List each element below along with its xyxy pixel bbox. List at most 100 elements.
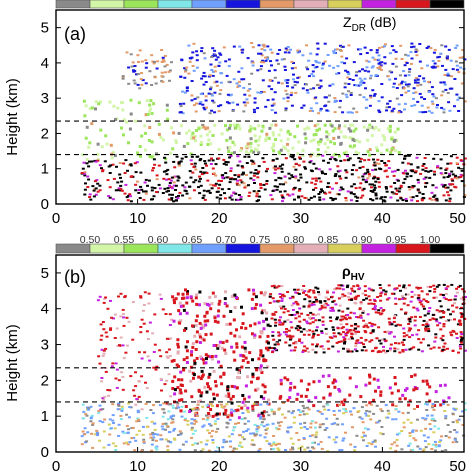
data-cell [146,113,150,116]
data-cell [163,54,167,57]
data-cell [317,177,321,180]
data-cell [369,77,372,80]
data-cell [108,389,112,392]
data-cell [242,101,246,104]
data-cell [416,78,420,81]
data-cell [338,287,342,290]
data-cell [190,80,194,82]
data-cell [430,86,434,89]
data-cell [276,343,280,346]
data-cell [82,99,86,103]
data-cell [297,164,301,167]
data-cell [463,349,467,352]
data-cell [145,330,149,333]
data-cell [286,46,290,48]
data-cell [127,194,131,197]
data-cell [214,174,218,177]
data-cell [267,341,270,345]
data-cell [358,77,362,80]
dashed-lines-a [56,120,464,156]
data-cell [124,159,128,162]
data-cell [288,344,292,347]
data-cell [425,409,429,411]
data-cell [391,403,395,407]
data-cell [192,373,196,377]
data-cell [286,319,290,321]
data-cell [144,66,148,69]
data-cell [350,169,354,171]
data-cell [179,111,183,114]
data-cell [223,348,227,352]
data-cell [239,195,243,198]
data-cell [150,155,154,159]
data-cell [418,111,422,113]
y-tick-label: 0 [41,196,49,213]
data-cell [344,93,348,96]
data-cell [175,155,179,158]
data-cell [260,371,264,374]
data-cell [201,197,205,199]
data-cell [134,189,138,192]
data-cell [416,166,420,169]
data-cell [291,86,295,89]
data-cell [428,176,432,179]
data-cell [355,84,358,87]
data-cell [290,314,294,316]
data-cell [236,199,240,201]
data-cell [169,151,173,155]
data-cell [251,332,254,336]
data-cell [463,296,467,298]
data-cell [331,199,335,202]
data-cell [253,111,256,114]
data-cell [172,131,176,135]
data-cell [385,298,389,301]
data-cell [315,326,319,329]
data-cell [111,198,115,201]
data-cell [132,389,136,392]
data-cell [240,78,244,81]
data-cell [352,329,356,332]
data-cell [318,308,322,311]
data-cell [370,66,374,69]
data-cell [429,169,433,172]
data-cell [80,443,84,446]
data-cell [401,199,405,202]
data-cell [413,104,417,107]
data-cell [385,175,389,178]
data-cell [375,51,379,54]
data-cell [431,406,435,409]
data-cell [267,414,271,417]
data-cell [194,348,198,351]
data-cell [119,418,123,420]
data-cell [347,90,350,93]
data-cell [307,75,311,78]
data-cell [184,440,188,443]
data-cell [304,136,308,140]
data-cell [399,111,403,114]
data-cell [165,108,169,112]
data-cell [270,410,274,413]
data-cell [226,128,230,132]
x-tick-label: 20 [211,210,228,227]
data-cell [179,105,183,108]
data-cell [145,425,149,428]
data-cell [178,448,182,451]
data-cell [444,415,448,418]
data-cell [229,178,233,181]
data-cell [289,448,293,451]
data-cell [340,400,344,404]
data-cell [330,156,334,159]
data-cell [440,106,444,109]
data-cell [281,402,285,404]
data-cell [427,443,431,446]
data-cell [259,92,263,94]
data-cell [350,298,354,301]
data-cell [201,425,205,428]
data-cell [367,173,371,175]
data-cell [140,318,144,321]
data-cell [380,61,384,64]
data-cell [101,354,105,357]
data-cell [243,404,247,407]
data-cell [215,80,219,83]
data-cell [368,321,372,324]
